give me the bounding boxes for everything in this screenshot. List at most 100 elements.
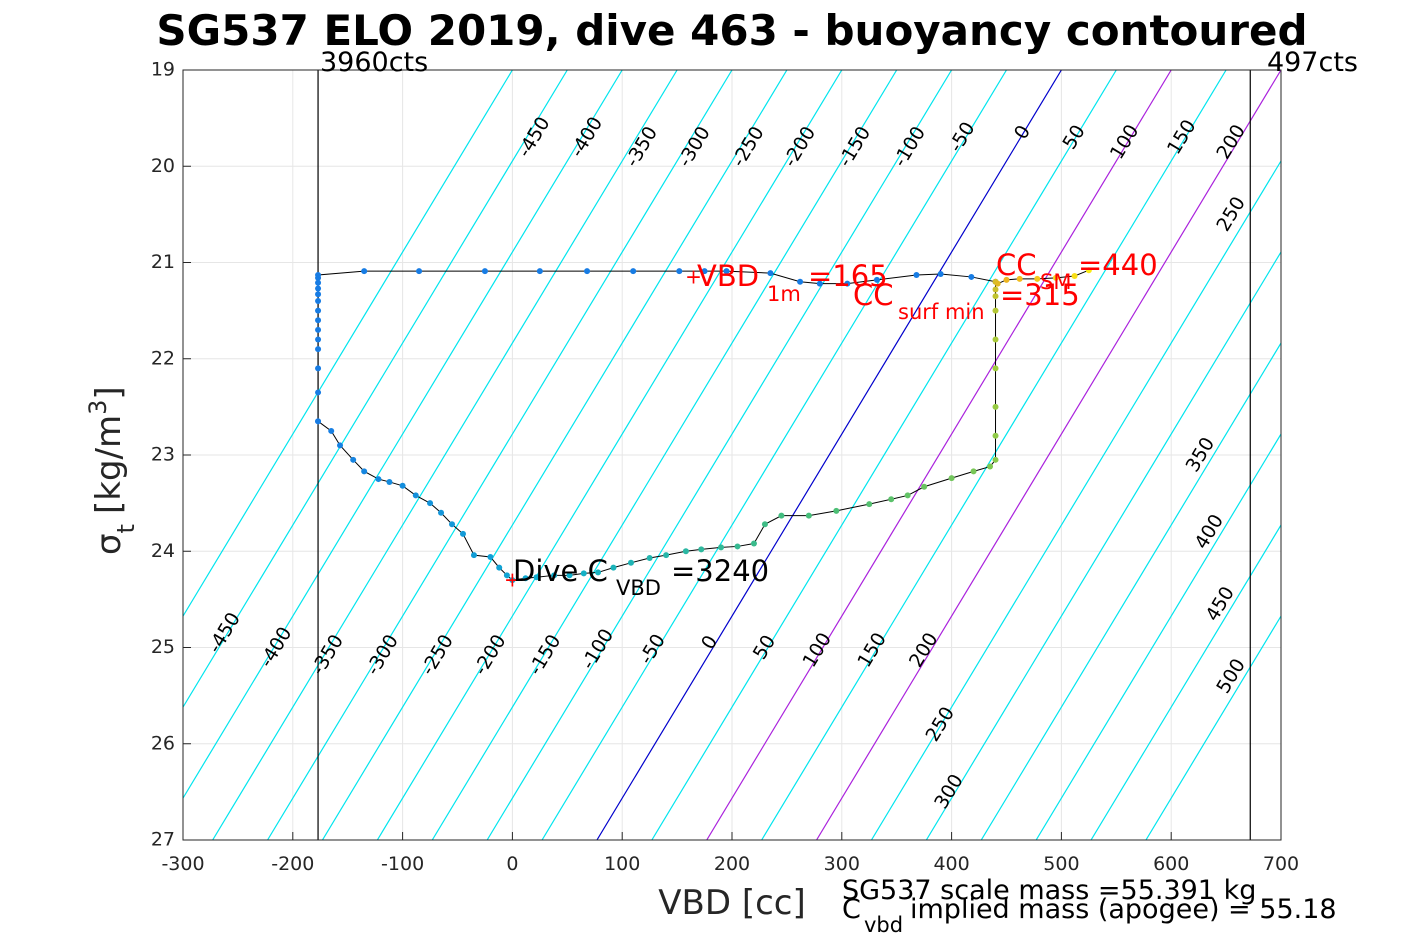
x-tick-label-4: 100 <box>604 853 640 875</box>
contour-line-5 <box>321 70 788 840</box>
x-tick-label-2: -100 <box>381 853 424 875</box>
contour-line-11 <box>651 70 1117 840</box>
series-1-point-59 <box>1085 267 1092 274</box>
series-1-point-51 <box>992 286 999 293</box>
y-tick-label-3: 22 <box>151 347 175 369</box>
x-tick-label-1: -200 <box>271 853 314 875</box>
series-1-point-13 <box>470 552 477 559</box>
marker-1: + <box>504 568 521 592</box>
series-1-point-0 <box>315 418 322 425</box>
series-0-point-15 <box>416 268 423 275</box>
contour-line-0 <box>183 70 513 618</box>
series-1-point-26 <box>646 554 653 561</box>
series-1-point-57 <box>1052 274 1059 281</box>
series-1-point-10 <box>438 509 445 516</box>
series-1-point-5 <box>375 476 382 483</box>
series-1-point-53 <box>994 280 1001 287</box>
series-1-point-55 <box>1016 275 1023 282</box>
series-1-point-30 <box>718 544 725 551</box>
x-tick-label-6: 300 <box>824 853 860 875</box>
svg-text:=440: =440 <box>1078 248 1158 282</box>
series-1-point-4 <box>361 468 368 475</box>
x-tick-label-7: 400 <box>933 853 969 875</box>
contour-line-19 <box>1090 523 1281 840</box>
series-1-point-32 <box>750 540 757 547</box>
contour-line-15 <box>870 159 1281 840</box>
marker-0: + <box>685 264 702 288</box>
series-1-point-38 <box>888 496 895 503</box>
contour-line-9 <box>541 70 1008 840</box>
svg-text:CC: CC <box>996 248 1037 282</box>
series-1-point-15 <box>496 564 503 571</box>
markers: ++ <box>504 264 702 591</box>
contour-line-8 <box>486 70 953 840</box>
series-0-point-27 <box>873 276 880 283</box>
contour-line-7 <box>431 70 898 840</box>
series-1-point-36 <box>833 507 840 514</box>
footer-implied-mass: C vbd implied mass (apogee) = 55.18 <box>842 894 1337 937</box>
series-0-point-5 <box>315 326 322 333</box>
series-0-point-10 <box>315 285 322 292</box>
series-0-point-4 <box>315 336 322 343</box>
series-0-point-2 <box>315 365 322 372</box>
series-0-point-8 <box>315 298 322 304</box>
buoyancy-contours <box>183 70 1281 840</box>
series-1-point-49 <box>992 307 999 314</box>
contour-line-12 <box>706 70 1172 840</box>
series-0-point-29 <box>937 271 944 278</box>
svg-text:VBD: VBD <box>697 259 759 293</box>
series-1-point-58 <box>1071 272 1078 279</box>
series-1-point-29 <box>698 546 705 553</box>
contour-line-2 <box>183 70 623 800</box>
series-0-point-1 <box>315 389 322 396</box>
series-1-point-54 <box>1003 276 1010 283</box>
y-tick-label-4: 23 <box>151 444 175 466</box>
svg-text:1m: 1m <box>767 282 801 306</box>
x-tick-label-9: 600 <box>1153 853 1189 875</box>
series-1-point-47 <box>992 365 999 372</box>
series-1-point-35 <box>805 512 812 519</box>
x-tick-label-10: 700 <box>1263 853 1299 875</box>
series-1-point-56 <box>1034 275 1041 282</box>
series-1-point-45 <box>992 432 999 439</box>
x-axis-label: VBD [cc] <box>658 883 806 923</box>
series-0-point-30 <box>968 273 975 280</box>
series-1-point-1 <box>328 427 335 434</box>
series-1-point-41 <box>948 475 955 482</box>
series-0-point-23 <box>767 270 774 277</box>
annotation-cc-sm: CC SM =440 <box>996 248 1158 294</box>
data-series <box>315 267 1092 584</box>
svg-text:Dive C: Dive C <box>513 554 608 588</box>
footer-scale-mass: SG537 scale mass =55.391 kg <box>842 875 1256 906</box>
svg-text:SM: SM <box>1040 270 1071 294</box>
series-0-point-25 <box>816 280 823 287</box>
series-0-point-20 <box>676 268 683 275</box>
contour-line-6 <box>376 70 843 840</box>
contour-line-10 <box>596 70 1062 840</box>
svg-text:σt[kg/m3]: σt[kg/m3] <box>84 386 140 555</box>
svg-text:VBD: VBD <box>616 576 661 600</box>
series-1-point-6 <box>386 478 393 485</box>
series-0-point-24 <box>797 278 804 285</box>
series-0-point-11 <box>315 279 322 286</box>
contour-line-4 <box>267 70 733 840</box>
series-1-point-28 <box>682 548 689 555</box>
series-0-point-19 <box>630 268 637 275</box>
chart-title: SG537 ELO 2019, dive 463 - buoyancy cont… <box>156 6 1307 55</box>
contour-line-13 <box>761 70 1227 840</box>
series-0-point-21 <box>701 268 708 275</box>
x-tick-label-0: -300 <box>161 853 204 875</box>
x-tick-label-5: 200 <box>714 853 750 875</box>
series-1-point-8 <box>412 492 419 499</box>
contour-label-upper-0: -500 <box>19 171 60 219</box>
series-1-point-17 <box>509 577 516 584</box>
svg-text:implied mass (apogee) = 55.18: implied mass (apogee) = 55.18 <box>910 894 1337 925</box>
y-tick-label-7: 26 <box>151 732 175 754</box>
series-0-point-17 <box>536 268 543 275</box>
series-1-point-12 <box>459 530 466 537</box>
y-tick-label-2: 21 <box>151 251 175 273</box>
contour-line-1 <box>183 70 568 709</box>
annotation-cc-surf-min: CC surf min =315 <box>853 278 1080 324</box>
y-tick-label-5: 24 <box>151 540 175 562</box>
series-1-point-37 <box>866 501 873 508</box>
